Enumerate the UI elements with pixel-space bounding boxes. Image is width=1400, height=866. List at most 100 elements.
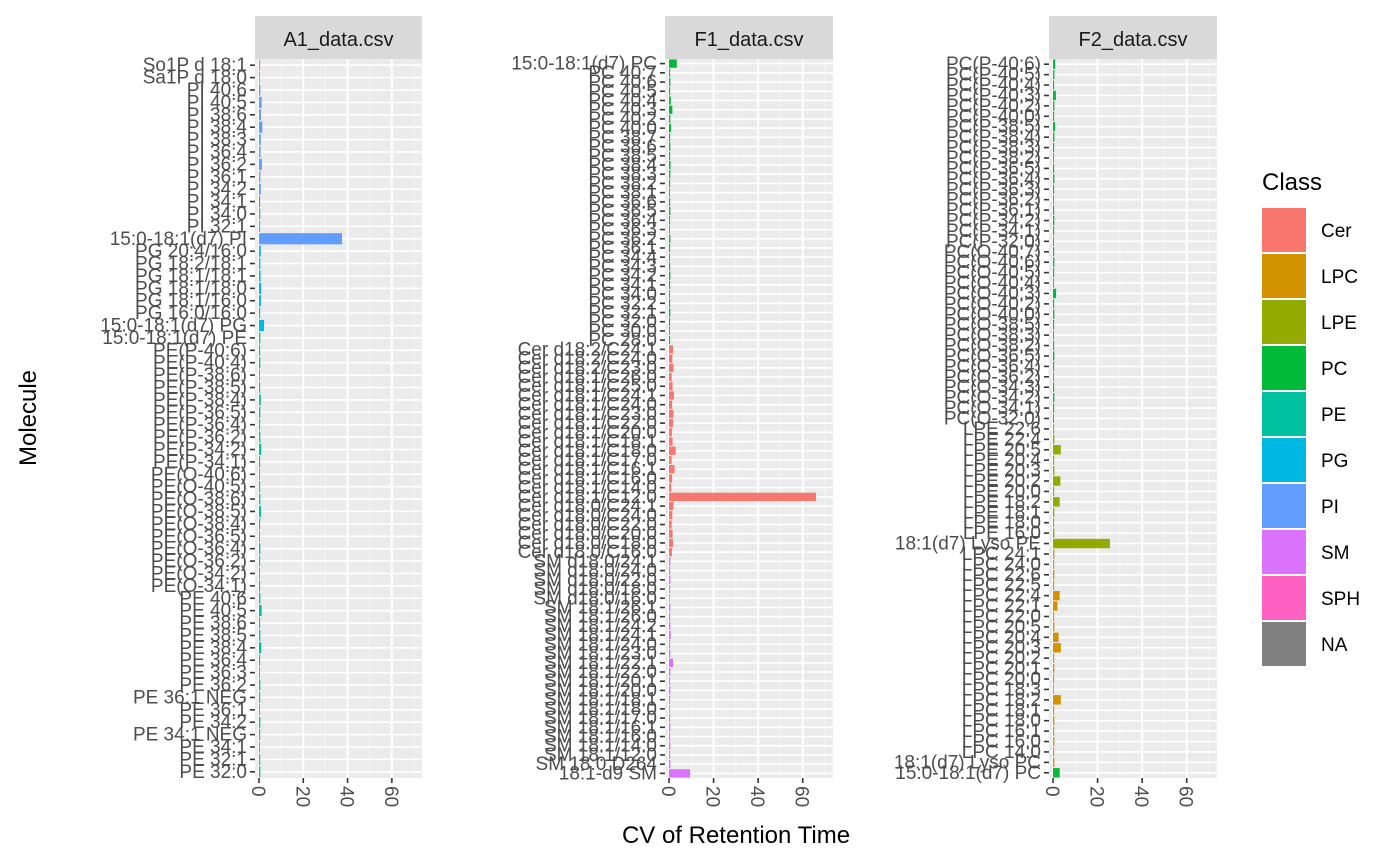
- bar-pe-p-38-5-: [259, 381, 261, 394]
- y-tick-label: LPC 20:2: [962, 648, 1041, 669]
- bar-pi-38-6: [259, 109, 261, 121]
- bar-pe-o-40-6-: [259, 468, 260, 480]
- bar-so1p-d-18-1: [259, 59, 261, 71]
- y-tick-label: PE(P-34:1): [153, 452, 247, 473]
- bar-15-0-18-1-d7-pe: [259, 332, 261, 344]
- bar-pe-p-34-2-: [259, 443, 262, 456]
- bars: [1053, 59, 1110, 778]
- bar-pg-18-1-16-0: [259, 295, 261, 307]
- y-tick-label: SM 18:1/14:0: [544, 736, 657, 757]
- y-tick-label: PE 32:1: [179, 749, 247, 770]
- y-tick-label: 18:1(d7) Lyso PE: [895, 534, 1041, 555]
- bar-lpc-14-0: [1053, 747, 1055, 757]
- y-tick-label: PC 34:4: [588, 247, 657, 268]
- bar-pc-p-36-4-: [1053, 174, 1055, 184]
- y-tick-label: Cer d18:1/C17:0: [518, 450, 657, 471]
- y-axis-title: Molecule: [15, 370, 42, 466]
- panel-background: [665, 59, 833, 778]
- bar-lpc-20-5: [1053, 622, 1055, 632]
- y-tick-label: Cer d18:1/C26:0: [518, 367, 657, 388]
- y-tick-label: Cer d18:1/C23:0: [518, 404, 657, 425]
- panel-strip-label: F2_data.csv: [1079, 29, 1188, 51]
- bar-pc-36-3: [669, 225, 670, 234]
- y-tick-label: SM 18:1/20:1: [544, 671, 657, 692]
- y-tick-label: PC 40:0: [588, 118, 657, 139]
- y-tick-label: PC(O-38:5): [944, 315, 1041, 336]
- y-tick-label: Cer d18:0/C18:0: [518, 533, 657, 554]
- bar-lpc-18-0: [1053, 715, 1055, 726]
- bar-cer-d18-1-c14-0: [669, 483, 672, 492]
- y-tick-label: PE(O-38:5): [151, 501, 247, 522]
- bar-cer-d18-1-c12-0: [669, 492, 817, 502]
- legend-label-na: NA: [1321, 635, 1348, 656]
- y-tick-label: LPC 24:0: [962, 554, 1041, 575]
- y-tick-label: PE(P-40:6): [153, 340, 247, 361]
- bar-pi-38-3: [259, 133, 261, 146]
- bar-lpc-22-6: [1053, 570, 1055, 580]
- y-tick-label: LPC 16:0: [962, 732, 1041, 753]
- bar-pg-18-1-18-1: [259, 270, 261, 282]
- y-tick-label: LPC 22:6: [962, 565, 1041, 586]
- bar-lpc-18-1: [1053, 705, 1055, 715]
- x-tick-label: 40: [336, 786, 357, 807]
- bar-pc-34-0: [669, 289, 670, 299]
- bar-15-0-18-1-d7-pc: [669, 59, 677, 68]
- bar-lpc-22-5: [1053, 580, 1055, 590]
- bar-cer-d18-1-c24-1: [669, 391, 674, 400]
- y-tick-label: PC(O-40:5): [944, 263, 1041, 284]
- bar-pe-p-40-6-: [259, 344, 261, 356]
- y-tick-label: LPE 18:1: [963, 502, 1041, 523]
- panel-3: F2_data.csv PC(P-40:6)PC(P-40:5)PC(P-40:4…: [894, 16, 1217, 807]
- bars: [259, 59, 343, 778]
- bar-sm-18-1-18-0: [669, 704, 670, 714]
- bar-pe-34-2: [259, 716, 261, 728]
- y-tick-label: PC 36:1: [588, 238, 657, 259]
- bar-pc-p-40-2-: [1053, 101, 1055, 111]
- y-tick-label: PC(O-34:1): [944, 398, 1041, 419]
- legend-label-sph: SPH: [1321, 589, 1360, 610]
- bar-sm-18-1-24-2: [669, 621, 671, 631]
- y-axis: PC(P-40:6)PC(P-40:5)PC(P-40:4)PC(P-40:3)…: [894, 54, 1049, 784]
- bar-pe-o-36-4-: [259, 543, 261, 555]
- legend-title: Class: [1262, 169, 1322, 196]
- bar-pe-36-1-neg: [259, 691, 261, 704]
- legend-key-sph: [1262, 576, 1306, 620]
- bar-sm-18-1-26-1: [669, 603, 671, 612]
- bar-cer-d18-1-c26-0: [669, 372, 672, 382]
- y-tick-label: 15:0-18:1(d7) PI: [110, 229, 247, 250]
- bar-pe-o-34-1-: [259, 580, 261, 592]
- bar-15-0-18-1-d7-pg: [259, 319, 265, 332]
- y-tick-label: PI 38:3: [187, 130, 247, 151]
- y-tick-label: PE(P-34:2): [153, 439, 247, 460]
- bar-pc-36-5: [669, 206, 671, 216]
- y-tick-label: PC(P-36:2): [946, 190, 1041, 211]
- bar-18-1-d7-lyso-pe: [1053, 538, 1110, 549]
- bar-sm-d18-0-24-0: [669, 566, 671, 575]
- y-tick-label: PC(P-40:6): [946, 54, 1041, 75]
- bar-pe-p-40-4-: [259, 357, 261, 369]
- y-tick-label: PC(O-36:4): [944, 356, 1041, 377]
- y-tick-label: PE(P-38:6): [153, 365, 247, 386]
- y-tick-label: Cer d18:1/C22:0: [518, 413, 657, 434]
- bar-pc-p-40-5-: [1053, 69, 1055, 80]
- bar-cer-d18-1-c22-0: [669, 418, 674, 428]
- bar-lpe-20-3: [1053, 465, 1055, 476]
- bar-pe-o-38-5-: [259, 505, 261, 518]
- bar-cer-d18-1-c24-0: [669, 400, 673, 409]
- bar-pi-34-2: [259, 183, 261, 195]
- bar-pe-36-4: [259, 654, 261, 666]
- legend-label-pi: PI: [1321, 497, 1339, 518]
- y-tick-label: LPE 20:5: [963, 440, 1041, 461]
- bar-lpc-22-4: [1053, 590, 1060, 601]
- legend-label-lpc: LPC: [1321, 267, 1358, 288]
- bar-pc-p-38-4-: [1053, 132, 1055, 142]
- bar-pe-38-4: [259, 642, 262, 654]
- bar-sm-d18-0-22-0: [669, 575, 671, 584]
- x-axis: 0 20 40 60: [657, 778, 812, 807]
- y-tick-label: PE 32:0: [179, 762, 247, 783]
- y-tick-label: SM d18:0/24:1: [533, 551, 657, 572]
- y-tick-label: SM 18:1/16:1: [544, 717, 657, 738]
